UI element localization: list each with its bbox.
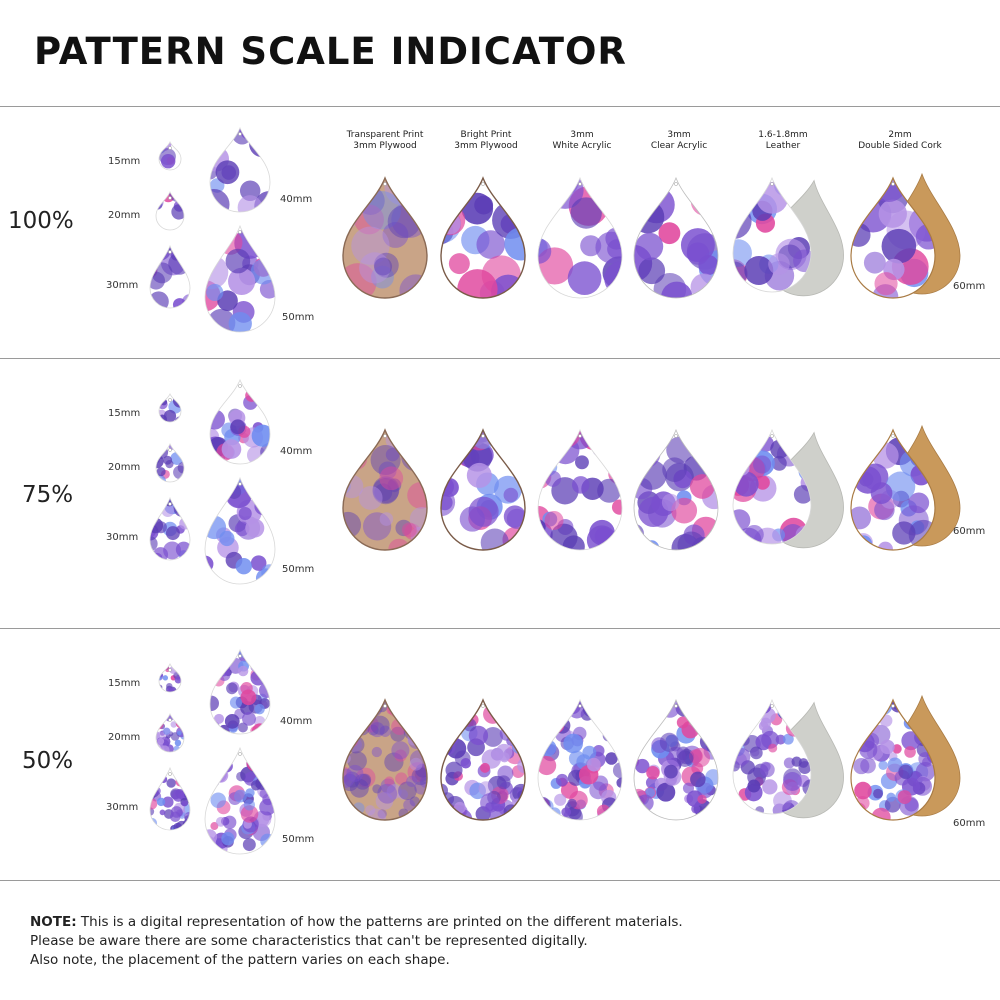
scale-row-100: 100% 15mm 20mm 30mm 40mm 50mm 60mm (0, 106, 1000, 376)
size-label-30mm: 30mm (106, 802, 138, 813)
divider-2 (0, 628, 1000, 629)
size-label-40mm: 40mm (280, 446, 312, 457)
earring-samples-100: 15mm 20mm 30mm 40mm 50mm 60mm (106, 126, 985, 333)
sample-clear-acrylic (633, 698, 719, 821)
sample-30mm (149, 244, 191, 309)
note-line-1: This is a digital representation of how … (76, 914, 683, 930)
earring-samples-50: 15mm 20mm 30mm 40mm 50mm 60mm (106, 648, 985, 855)
material-header-clear-acrylic: 3mm Clear Acrylic (650, 130, 708, 151)
sample-15mm (158, 393, 182, 423)
size-label-15mm: 15mm (108, 678, 140, 689)
scale-label: 100% (8, 208, 74, 234)
sample-40mm (209, 648, 271, 735)
scale-label: 75% (22, 482, 74, 508)
note-line-3: Also note, the placement of the pattern … (30, 952, 450, 968)
scale-label: 50% (22, 748, 74, 774)
sample-15mm (158, 663, 182, 693)
divider-top (0, 106, 1000, 107)
sample-white-acrylic (537, 698, 623, 821)
sample-50mm (204, 476, 276, 585)
sample-40mm (209, 378, 271, 465)
sample-transparent-plywood (342, 176, 428, 299)
note-label: NOTE: (30, 914, 77, 930)
size-label-60mm: 60mm (953, 818, 985, 829)
sample-white-acrylic (537, 428, 623, 551)
sample-20mm (155, 190, 185, 231)
sample-30mm (149, 496, 191, 561)
size-label-50mm: 50mm (282, 312, 314, 323)
sample-bright-plywood (440, 698, 526, 821)
sample-bright-plywood (440, 428, 526, 551)
sample-20mm (155, 712, 185, 753)
size-label-60mm: 60mm (953, 526, 985, 537)
note-line-2: Please be aware there are some character… (30, 933, 588, 949)
size-label-40mm: 40mm (280, 194, 312, 205)
size-label-60mm: 60mm (953, 281, 985, 292)
material-header-transparent-plywood: Transparent Print 3mm Plywood (346, 130, 424, 151)
sample-white-acrylic (537, 176, 623, 299)
size-label-15mm: 15mm (108, 408, 140, 419)
sample-15mm (158, 141, 182, 171)
sample-clear-acrylic (633, 428, 719, 551)
size-label-50mm: 50mm (282, 564, 314, 575)
scale-row-75: 75% 15mm 20mm 30mm 40mm 50mm 60mm (0, 358, 1000, 628)
material-header-leather: 1.6-1.8mm Leather (758, 130, 808, 151)
divider-1 (0, 358, 1000, 359)
sample-clear-acrylic (633, 176, 719, 299)
scale-row-50: 50% 15mm 20mm 30mm 40mm 50mm 60mm (0, 628, 1000, 898)
size-label-20mm: 20mm (108, 462, 140, 473)
sample-40mm (209, 126, 271, 213)
page-title: PATTERN SCALE INDICATOR (34, 30, 627, 73)
sample-20mm (155, 442, 185, 483)
divider-bottom (0, 880, 1000, 881)
sample-50mm (204, 746, 276, 855)
size-label-30mm: 30mm (106, 532, 138, 543)
sample-bright-plywood (440, 176, 526, 299)
size-label-15mm: 15mm (108, 156, 140, 167)
note-text: NOTE: This is a digital representation o… (30, 913, 683, 970)
material-header-cork: 2mm Double Sided Cork (858, 130, 942, 151)
size-label-20mm: 20mm (108, 210, 140, 221)
sample-leather (732, 176, 812, 293)
sample-transparent-plywood (342, 428, 428, 551)
size-label-40mm: 40mm (280, 716, 312, 727)
sample-50mm (204, 224, 276, 333)
sample-transparent-plywood (342, 698, 428, 821)
size-label-20mm: 20mm (108, 732, 140, 743)
size-label-30mm: 30mm (106, 280, 138, 291)
earring-samples-75: 15mm 20mm 30mm 40mm 50mm 60mm (106, 378, 985, 585)
size-label-50mm: 50mm (282, 834, 314, 845)
material-header-bright-plywood: Bright Print 3mm Plywood (454, 130, 518, 151)
sample-30mm (149, 766, 191, 831)
material-header-white-acrylic: 3mm White Acrylic (552, 130, 612, 151)
